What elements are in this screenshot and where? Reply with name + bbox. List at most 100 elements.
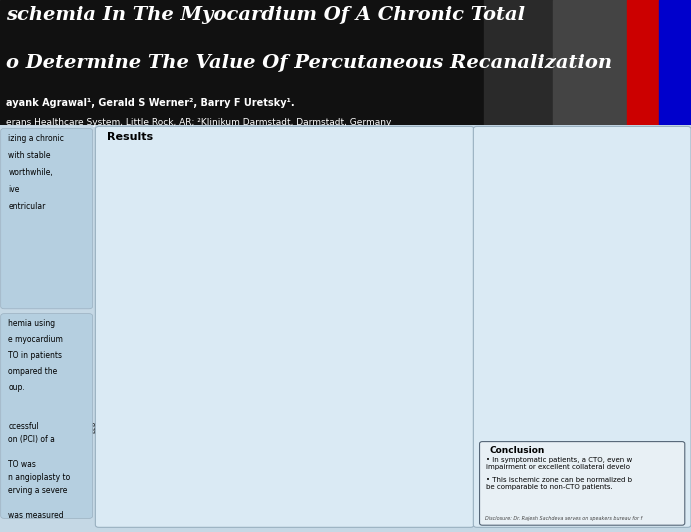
Non-CTO group [559, 277, 567, 283]
Point [127, 442, 138, 450]
Text: oup.: oup. [8, 383, 25, 392]
Point [301, 434, 312, 443]
Point [176, 414, 187, 423]
CTO group [486, 260, 495, 267]
Point [387, 428, 398, 436]
Text: n=13: n=13 [574, 137, 588, 142]
Bar [499, 173, 534, 227]
Bar [628, 143, 663, 158]
Line: CTO group: CTO group [491, 263, 672, 278]
Text: p=0.83: p=0.83 [224, 176, 249, 181]
Point [176, 425, 187, 434]
CTO group [650, 275, 658, 281]
Non-CTO group [541, 272, 549, 279]
Point [293, 430, 304, 439]
Point [172, 416, 183, 425]
Point [136, 440, 147, 449]
Text: Conclusion: Conclusion [489, 446, 545, 455]
Point [227, 424, 238, 433]
Point [135, 427, 146, 435]
CTO group [613, 273, 621, 280]
CTO group [522, 264, 531, 271]
Point [129, 441, 140, 450]
Point [301, 428, 312, 437]
Point [172, 442, 183, 451]
CTO group [595, 272, 603, 279]
Point [133, 436, 144, 445]
Point [338, 437, 349, 445]
Point [134, 435, 145, 444]
Point [218, 431, 229, 440]
Non-CTO group [668, 287, 676, 294]
Point [176, 427, 187, 435]
Y-axis label: Fractional Flow Reserve: Fractional Flow Reserve [88, 217, 93, 292]
Point [300, 411, 311, 420]
Non-CTO group [632, 287, 640, 294]
Point [181, 435, 192, 443]
Point [343, 468, 354, 476]
Point [182, 428, 193, 436]
Text: with stable: with stable [8, 151, 51, 160]
Point [176, 434, 187, 442]
Point [339, 423, 350, 431]
Text: Results: Results [107, 132, 153, 142]
Bar [628, 188, 663, 242]
Point [381, 431, 392, 440]
Text: e myocardium: e myocardium [8, 335, 63, 344]
Point [218, 425, 229, 434]
Text: non-CTO: non-CTO [245, 348, 278, 358]
Y-axis label: Survive free from(CTO + 10): Survive free from(CTO + 10) [468, 278, 473, 347]
Point [227, 425, 238, 433]
Point [182, 445, 193, 453]
Point [388, 414, 399, 422]
Point [135, 443, 146, 451]
Text: Non-CTO group: Non-CTO group [560, 285, 597, 289]
Point [302, 446, 313, 454]
Point [218, 426, 229, 434]
Point [221, 447, 232, 455]
Point [391, 435, 402, 443]
Text: p=0.0003: p=0.0003 [142, 317, 178, 323]
Point [302, 453, 313, 461]
Point [132, 439, 143, 447]
Text: TO in patients: TO in patients [8, 351, 62, 360]
Point [301, 466, 312, 474]
Point [225, 437, 236, 446]
Text: • CTO patients with different regional wall motion function had similar pre PCI : • CTO patients with different regional w… [106, 488, 425, 497]
Text: worthwhile,: worthwhile, [8, 168, 53, 177]
Point [222, 446, 233, 455]
Text: n=24: n=24 [639, 137, 652, 142]
Point [292, 433, 303, 442]
Point [175, 438, 186, 446]
Point [346, 443, 357, 452]
Point [295, 414, 306, 423]
Point [221, 435, 232, 443]
Point [299, 445, 310, 453]
Point [136, 435, 147, 443]
Bar [563, 201, 599, 242]
Text: • Freedom from the composite of mortality,
lesion revascularization (CTO 86 %, c: • Freedom from the composite of mortalit… [483, 374, 650, 405]
Point [301, 435, 312, 443]
Bar [627, 0, 659, 125]
Non-CTO group [504, 263, 513, 270]
CTO group [504, 262, 513, 269]
Point [300, 408, 311, 416]
Point [339, 444, 350, 452]
Point [294, 477, 305, 485]
Point [220, 435, 231, 444]
Point [132, 442, 143, 450]
Point [175, 438, 186, 447]
Text: on (PCI) of a: on (PCI) of a [8, 435, 55, 444]
Text: n angioplasty to: n angioplasty to [8, 473, 70, 482]
Point [339, 432, 350, 440]
Text: erving a severe: erving a severe [8, 486, 68, 495]
Point [217, 430, 228, 439]
Text: entricular: entricular [8, 202, 46, 211]
Y-axis label: FFR: FFR [93, 421, 99, 433]
Point [226, 425, 237, 433]
Point [299, 435, 310, 444]
Point [172, 432, 183, 440]
Point [133, 439, 144, 448]
Point [173, 426, 184, 435]
CTO group [668, 275, 676, 281]
